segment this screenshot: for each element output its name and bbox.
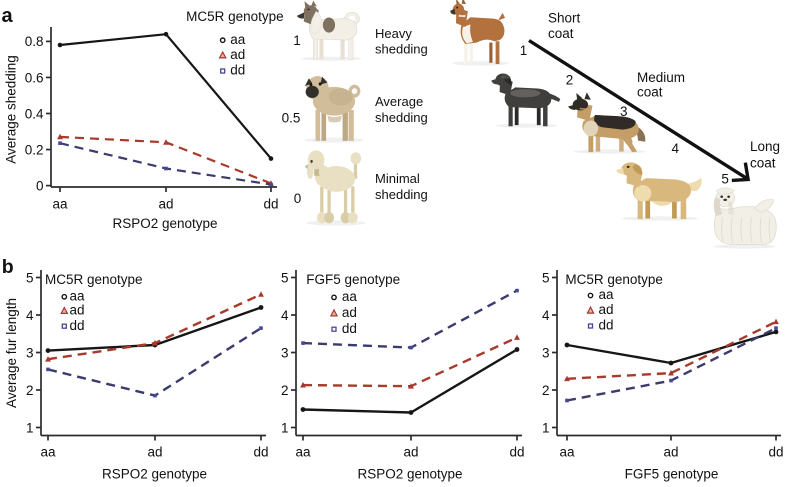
svg-text:1: 1	[26, 420, 34, 435]
svg-text:Short: Short	[548, 10, 581, 25]
svg-text:Minimal: Minimal	[375, 171, 420, 186]
svg-text:2: 2	[26, 383, 34, 398]
svg-text:4: 4	[671, 141, 679, 156]
svg-text:ad: ad	[158, 197, 173, 212]
svg-text:ad: ad	[230, 47, 245, 62]
svg-text:MC5R genotype: MC5R genotype	[186, 9, 284, 24]
svg-text:1: 1	[520, 43, 528, 58]
svg-text:RSPO2 genotype: RSPO2 genotype	[357, 466, 462, 481]
svg-text:a: a	[2, 5, 14, 27]
svg-text:1: 1	[293, 33, 301, 48]
svg-text:shedding: shedding	[375, 187, 428, 202]
svg-text:Average fur length: Average fur length	[4, 298, 19, 408]
svg-text:aa: aa	[70, 288, 86, 303]
svg-text:3: 3	[281, 345, 289, 360]
svg-text:aa: aa	[295, 444, 311, 459]
svg-text:coat: coat	[548, 26, 574, 41]
svg-text:coat: coat	[637, 85, 663, 100]
svg-text:ad: ad	[147, 444, 162, 459]
svg-text:aa: aa	[599, 287, 615, 302]
svg-text:RSPO2 genotype: RSPO2 genotype	[102, 466, 207, 481]
svg-text:dd: dd	[768, 444, 783, 459]
svg-text:2: 2	[542, 383, 550, 398]
svg-text:shedding: shedding	[375, 42, 428, 57]
svg-text:4: 4	[26, 308, 34, 323]
svg-text:Medium: Medium	[637, 70, 685, 85]
svg-text:3: 3	[620, 104, 628, 119]
svg-text:2: 2	[566, 73, 574, 88]
svg-text:5: 5	[26, 270, 34, 285]
svg-text:0.5: 0.5	[282, 110, 301, 125]
svg-text:shedding: shedding	[375, 110, 428, 125]
svg-text:0.4: 0.4	[25, 106, 44, 121]
svg-text:Average: Average	[375, 94, 423, 109]
svg-text:aa: aa	[342, 289, 358, 304]
svg-text:aa: aa	[230, 32, 246, 47]
svg-text:dd: dd	[342, 321, 357, 336]
svg-text:aa: aa	[559, 444, 575, 459]
svg-text:dd: dd	[509, 444, 524, 459]
svg-text:0: 0	[294, 191, 302, 206]
svg-text:4: 4	[281, 308, 289, 323]
svg-text:0.2: 0.2	[25, 142, 44, 157]
svg-text:3: 3	[26, 345, 34, 360]
svg-text:dd: dd	[253, 444, 268, 459]
svg-text:coat: coat	[750, 155, 776, 170]
svg-text:ad: ad	[599, 302, 614, 317]
svg-text:Long: Long	[750, 139, 780, 154]
svg-text:FGF5 genotype: FGF5 genotype	[306, 272, 400, 287]
svg-text:dd: dd	[599, 318, 614, 333]
svg-text:ad: ad	[70, 303, 85, 318]
svg-text:3: 3	[542, 345, 550, 360]
svg-text:dd: dd	[70, 318, 85, 333]
svg-text:RSPO2 genotype: RSPO2 genotype	[112, 216, 217, 231]
svg-text:aa: aa	[52, 197, 68, 212]
svg-text:0.8: 0.8	[25, 34, 44, 49]
svg-text:b: b	[2, 256, 14, 278]
svg-text:aa: aa	[40, 444, 56, 459]
svg-text:MC5R genotype: MC5R genotype	[45, 272, 143, 287]
svg-text:dd: dd	[230, 63, 245, 78]
svg-text:1: 1	[542, 420, 550, 435]
svg-text:ad: ad	[663, 444, 678, 459]
svg-text:5: 5	[721, 172, 729, 187]
svg-text:FGF5 genotype: FGF5 genotype	[625, 466, 719, 481]
svg-text:5: 5	[542, 270, 550, 285]
svg-text:2: 2	[281, 383, 289, 398]
svg-text:ad: ad	[403, 444, 418, 459]
svg-text:MC5R genotype: MC5R genotype	[565, 272, 663, 287]
svg-text:ad: ad	[342, 305, 357, 320]
svg-text:0: 0	[36, 178, 44, 193]
svg-text:Average shedding: Average shedding	[4, 55, 19, 164]
svg-text:dd: dd	[263, 197, 278, 212]
svg-text:4: 4	[542, 308, 550, 323]
svg-text:Heavy: Heavy	[375, 26, 412, 41]
svg-text:1: 1	[281, 420, 289, 435]
svg-text:5: 5	[281, 270, 289, 285]
svg-text:0.6: 0.6	[25, 70, 44, 85]
